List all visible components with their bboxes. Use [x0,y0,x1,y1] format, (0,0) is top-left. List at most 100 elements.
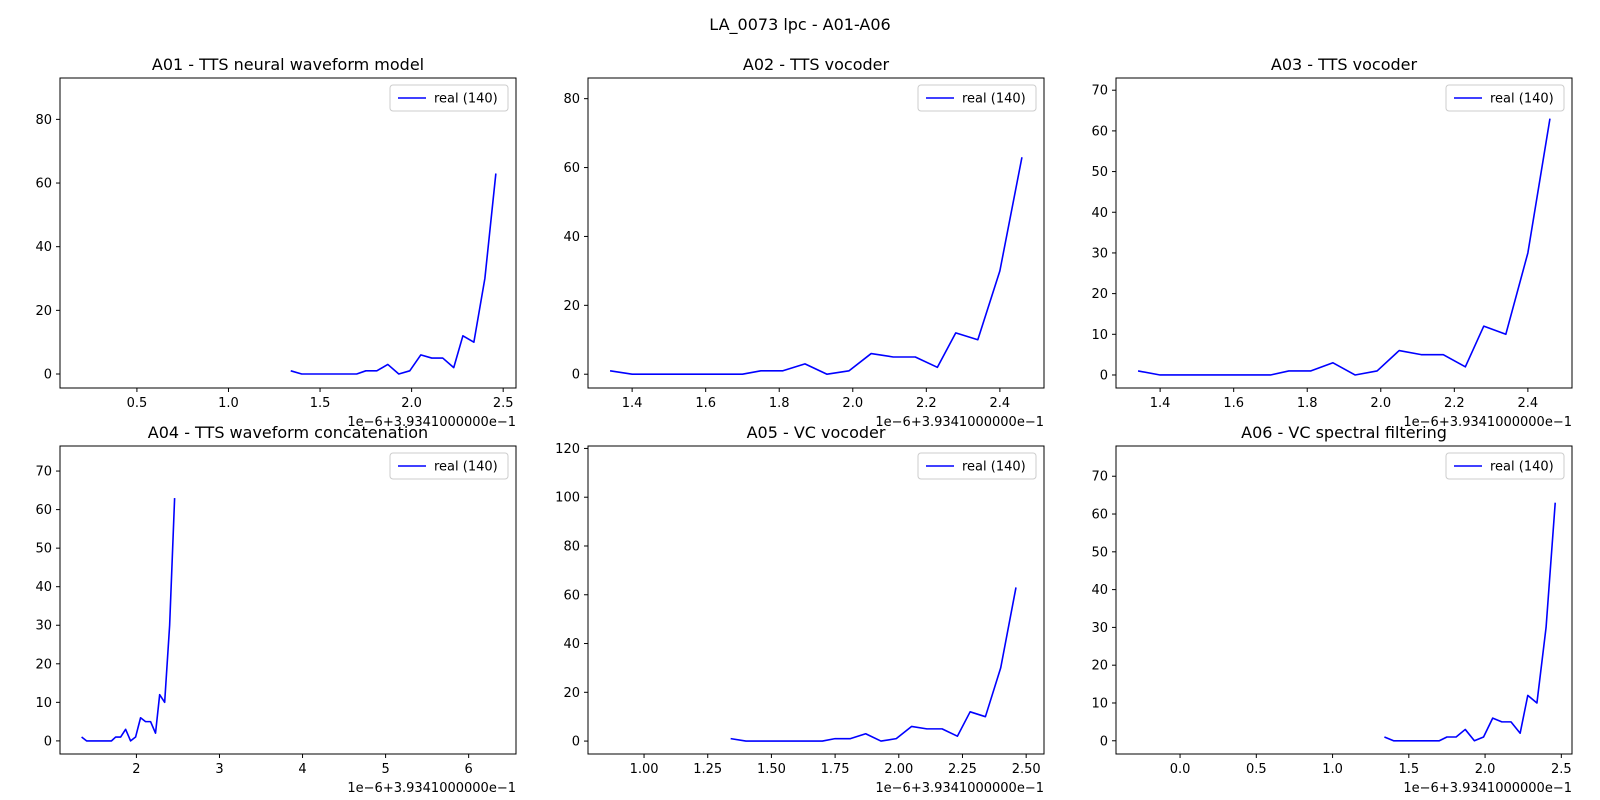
y-tick-label: 60 [35,503,52,518]
x-tick-label: 1.0 [1322,762,1343,777]
x-tick-label: 1.00 [630,762,659,777]
x-tick-label: 2.4 [1518,396,1539,411]
y-tick-label: 20 [35,304,52,319]
y-tick-label: 70 [1091,84,1108,99]
legend-box [1445,452,1565,480]
y-tick-label: 60 [1091,124,1108,139]
y-tick-label: 50 [1091,165,1108,180]
y-tick-label: 20 [563,299,580,314]
x-tick-label: 2.0 [1475,762,1496,777]
y-tick-label: 20 [1091,659,1108,674]
subplot-2: A02 - TTS vocoder 1.4 1.6 1.8 2.0 2.2 2.4 0 20 40… [563,55,1045,430]
subplot-title: A02 - TTS vocoder [743,55,890,74]
y-tick-label: 60 [1091,508,1108,523]
y-tick-label: 30 [1091,246,1108,261]
x-offset-label: 1e−6+3.9341000000e−1 [347,415,516,430]
x-tick-label: 5 [381,762,389,777]
y-tick-label: 40 [35,580,52,595]
legend-label: real (140) [434,92,498,107]
legend: real (140) [1445,452,1565,480]
y-tick-label: 40 [563,230,580,245]
axes-frame [587,77,1045,389]
series-line [730,587,1017,742]
x-tick-label: 2.0 [842,396,863,411]
y-tick-label: 40 [1091,206,1108,221]
x-tick-label: 2.25 [948,762,977,777]
y-tick-label: 70 [1091,470,1108,485]
legend-box [389,84,509,112]
legend: real (140) [389,84,509,112]
series-line [1137,118,1551,376]
y-tick-label: 10 [1091,328,1108,343]
y-tick-label: 10 [1091,696,1108,711]
x-tick-label: 6 [465,762,473,777]
x-tick-label: 1.6 [1223,396,1244,411]
x-offset-label: 1e−6+3.9341000000e−1 [347,781,516,796]
y-tick-label: 10 [35,696,52,711]
x-tick-label: 1.75 [821,762,850,777]
legend-label: real (140) [962,460,1026,475]
x-tick-label: 2.00 [884,762,913,777]
x-tick-label: 2.2 [916,396,937,411]
legend-box [917,452,1037,480]
legend-label: real (140) [434,460,498,475]
y-tick-label: 30 [1091,621,1108,636]
y-tick-label: 30 [35,619,52,634]
y-tick-label: 80 [563,539,580,554]
x-tick-label: 1.8 [1297,396,1318,411]
subplot-5: A05 - VC vocoder 1.00 1.25 1.50 1.75 2.00 2.25… [555,423,1045,796]
series-line [609,157,1023,376]
legend-box [1445,84,1565,112]
x-tick-label: 1.0 [218,396,239,411]
x-tick-label: 2.4 [990,396,1011,411]
y-tick-label: 40 [1091,583,1108,598]
subplot-1: A01 - TTS neural waveform model 0.5 1.0 1.5… [35,55,517,430]
x-tick-label: 1.50 [757,762,786,777]
y-tick-label: 0 [44,367,52,382]
subplots: A01 - TTS neural waveform model 0.5 1.0 1.5… [35,55,1573,796]
axes-frame [1115,445,1573,755]
y-tick-label: 40 [563,637,580,652]
x-tick-label: 0.5 [1246,762,1267,777]
y-tick-label: 0 [572,735,580,750]
y-tick-label: 0 [1100,734,1108,749]
x-tick-label: 4 [298,762,306,777]
y-tick-label: 120 [555,442,580,457]
x-tick-label: 0.0 [1170,762,1191,777]
series-line [290,173,497,375]
y-tick-label: 80 [563,92,580,107]
y-tick-label: 60 [563,588,580,603]
y-tick-label: 40 [35,240,52,255]
y-tick-label: 20 [563,686,580,701]
x-offset-label: 1e−6+3.9341000000e−1 [875,415,1044,430]
y-tick-label: 20 [35,657,52,672]
y-tick-label: 50 [35,542,52,557]
x-tick-label: 1.6 [695,396,716,411]
y-tick-label: 0 [44,734,52,749]
series-line [81,498,176,742]
x-tick-label: 3 [215,762,223,777]
y-tick-label: 100 [555,491,580,506]
legend-box [389,452,509,480]
series-line [1384,502,1557,742]
y-tick-label: 0 [572,368,580,383]
legend-box [917,84,1037,112]
x-tick-label: 0.5 [127,396,148,411]
y-tick-label: 20 [1091,287,1108,302]
axes-frame [587,445,1045,755]
legend: real (140) [1445,84,1565,112]
x-tick-label: 1.4 [622,396,643,411]
x-offset-label: 1e−6+3.9341000000e−1 [875,781,1044,796]
legend: real (140) [389,452,509,480]
axes-frame [59,77,517,389]
legend-label: real (140) [1490,460,1554,475]
x-tick-label: 1.4 [1150,396,1171,411]
legend: real (140) [917,452,1037,480]
subplot-title: A03 - TTS vocoder [1271,55,1418,74]
x-tick-label: 1.5 [1398,762,1419,777]
subplot-6: A06 - VC spectral filtering 0.0 0.5 1.0 1.5 2… [1091,423,1573,796]
y-tick-label: 60 [35,177,52,192]
x-tick-label: 2.2 [1444,396,1465,411]
y-tick-label: 0 [1100,368,1108,383]
